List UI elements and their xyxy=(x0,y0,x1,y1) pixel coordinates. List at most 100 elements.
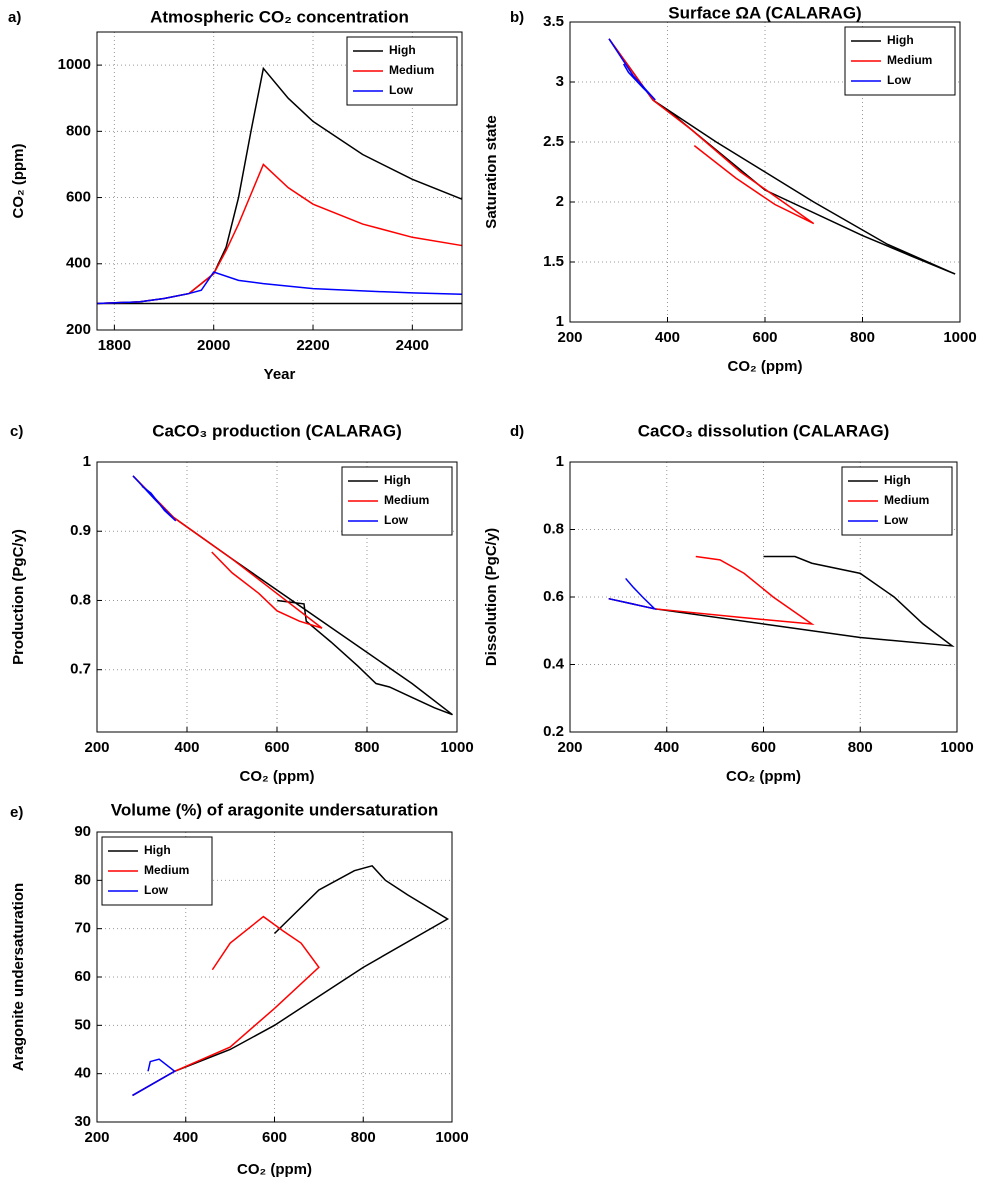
x-axis-label: CO₂ (ppm) xyxy=(726,768,801,785)
y-tick-label: 3.5 xyxy=(543,13,564,30)
x-tick-label: 1000 xyxy=(440,739,473,756)
legend-label: Low xyxy=(887,73,912,87)
y-tick-label: 200 xyxy=(66,321,91,338)
legend-label: High xyxy=(884,473,911,487)
x-tick-label: 2200 xyxy=(296,337,329,354)
legend-label: Medium xyxy=(389,63,434,77)
data-line xyxy=(132,475,177,522)
data-line xyxy=(608,38,956,275)
y-tick-label: 800 xyxy=(66,122,91,139)
y-axis-label: CO₂ (ppm) xyxy=(10,144,27,219)
x-tick-label: 600 xyxy=(752,329,777,346)
data-line xyxy=(132,475,453,716)
data-line xyxy=(132,475,323,629)
y-axis-label: Aragonite undersaturation xyxy=(10,883,27,1071)
plot-frame xyxy=(96,831,453,1123)
legend-label: High xyxy=(384,473,411,487)
chart-title: CaCO₃ dissolution (CALARAG) xyxy=(638,421,890,440)
legend-label: Low xyxy=(384,513,409,527)
legend: High Medium Low xyxy=(346,36,458,106)
x-axis-label: CO₂ (ppm) xyxy=(240,768,315,785)
chart-title: Surface ΩA (CALARAG) xyxy=(668,3,861,22)
x-tick-label: 800 xyxy=(351,1129,376,1146)
data-line xyxy=(608,38,656,101)
y-tick-label: 0.9 xyxy=(70,522,91,539)
legend-label: Medium xyxy=(887,53,932,67)
y-tick-label: 2 xyxy=(556,193,564,210)
x-axis-label: Year xyxy=(264,366,296,383)
y-tick-label: 50 xyxy=(74,1016,91,1033)
y-tick-label: 1 xyxy=(556,313,564,330)
x-tick-label: 200 xyxy=(557,739,582,756)
y-axis-label: Production (PgC/y) xyxy=(10,529,27,665)
chart-title: Volume (%) of aragonite undersaturation xyxy=(111,800,438,819)
x-tick-label: 800 xyxy=(354,739,379,756)
y-tick-label: 1 xyxy=(556,453,564,470)
y-tick-label: 1 xyxy=(83,453,91,470)
legend-label: High xyxy=(389,43,416,57)
legend-label: Medium xyxy=(884,493,929,507)
panel: a) Atmospheric CO₂ concentration Year CO₂ (… xyxy=(8,7,463,383)
x-tick-label: 200 xyxy=(84,1129,109,1146)
panel-label: b) xyxy=(510,9,524,26)
panel-label: e) xyxy=(10,804,23,821)
x-tick-label: 200 xyxy=(84,739,109,756)
panel: d) CaCO₃ dissolution (CALARAG) CO₂ (ppm) Di… xyxy=(483,421,974,784)
panel: b) Surface ΩA (CALARAG) CO₂ (ppm) Saturatio… xyxy=(483,3,977,374)
legend: High Medium Low xyxy=(844,26,956,96)
y-tick-label: 600 xyxy=(66,189,91,206)
y-tick-label: 0.6 xyxy=(543,588,564,605)
x-tick-label: 600 xyxy=(751,739,776,756)
x-tick-label: 400 xyxy=(654,739,679,756)
x-tick-label: 1800 xyxy=(98,337,131,354)
y-tick-label: 3 xyxy=(556,73,564,90)
y-tick-label: 40 xyxy=(74,1065,91,1082)
panel-label: a) xyxy=(8,9,21,26)
legend-label: Medium xyxy=(144,863,189,877)
y-tick-label: 1000 xyxy=(58,56,91,73)
x-tick-label: 400 xyxy=(174,739,199,756)
panel-label: d) xyxy=(510,423,524,440)
y-tick-label: 0.8 xyxy=(543,520,564,537)
data-line xyxy=(96,271,463,305)
panel: e) Volume (%) of aragonite undersaturatio… xyxy=(10,800,469,1177)
x-tick-label: 200 xyxy=(557,329,582,346)
y-tick-label: 400 xyxy=(66,255,91,272)
data-line xyxy=(608,555,955,647)
x-tick-label: 1000 xyxy=(435,1129,468,1146)
y-tick-label: 1.5 xyxy=(543,253,564,270)
chart-title: CaCO₃ production (CALARAG) xyxy=(152,421,402,440)
chart-title: Atmospheric CO₂ concentration xyxy=(150,7,409,26)
x-axis-label: CO₂ (ppm) xyxy=(237,1161,312,1178)
x-axis-label: CO₂ (ppm) xyxy=(728,358,803,375)
legend: High Medium Low xyxy=(341,466,453,536)
x-tick-label: 600 xyxy=(262,1129,287,1146)
x-tick-label: 800 xyxy=(848,739,873,756)
x-tick-label: 1000 xyxy=(943,329,976,346)
x-tick-label: 2000 xyxy=(197,337,230,354)
x-tick-label: 1000 xyxy=(940,739,973,756)
x-tick-label: 800 xyxy=(850,329,875,346)
x-tick-label: 400 xyxy=(173,1129,198,1146)
plot-frame xyxy=(96,461,458,733)
y-tick-label: 2.5 xyxy=(543,133,564,150)
y-tick-label: 80 xyxy=(74,871,91,888)
legend-label: Low xyxy=(144,883,169,897)
y-tick-label: 90 xyxy=(74,823,91,840)
legend-label: Medium xyxy=(384,493,429,507)
legend-label: High xyxy=(144,843,171,857)
legend-label: Low xyxy=(389,83,414,97)
legend-label: Low xyxy=(884,513,909,527)
legend-label: High xyxy=(887,33,914,47)
data-line xyxy=(608,555,815,626)
data-line xyxy=(132,1058,176,1097)
y-tick-label: 0.4 xyxy=(543,655,565,672)
data-line xyxy=(608,577,658,611)
x-tick-label: 2400 xyxy=(396,337,429,354)
y-tick-label: 0.2 xyxy=(543,723,564,740)
data-line xyxy=(132,915,320,1097)
x-tick-label: 400 xyxy=(655,329,680,346)
plot-frame xyxy=(569,21,961,323)
y-axis-label: Dissolution (PgC/y) xyxy=(483,528,500,666)
y-tick-label: 70 xyxy=(74,920,91,937)
